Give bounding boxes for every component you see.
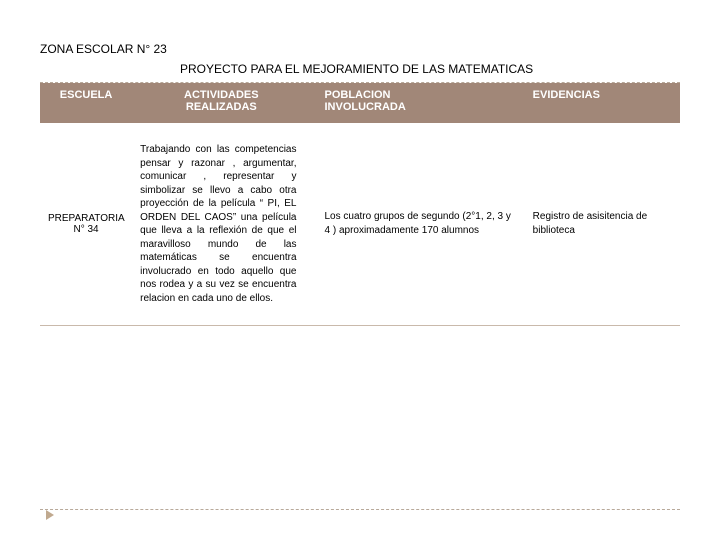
table-header-row: ESCUELA ACTIVIDADES REALIZADAS POBLACION… (40, 83, 680, 123)
col-header-evidencias: EVIDENCIAS (521, 83, 680, 123)
col-header-label: ACTIVIDADES (184, 89, 259, 101)
project-title: PROYECTO PARA EL MEJORAMIENTO DE LAS MAT… (40, 62, 680, 76)
page-flag-icon (46, 510, 54, 520)
cell-poblacion: Los cuatro grupos de segundo (2°1, 2, 3 … (311, 123, 521, 326)
cell-escuela: PREPARATORIA N° 34 (40, 123, 132, 326)
col-header-label: POBLACION (325, 89, 391, 101)
col-header-label: ESCUELA (60, 89, 113, 101)
col-header-escuela: ESCUELA (40, 83, 132, 123)
col-header-label: EVIDENCIAS (533, 89, 600, 101)
col-header-actividades: ACTIVIDADES REALIZADAS (132, 83, 310, 123)
col-header-label: REALIZADAS (186, 101, 257, 113)
cell-evidencias: Registro de asisitencia de biblioteca (521, 123, 680, 326)
cell-actividades: Trabajando con las competencias pensar y… (132, 123, 310, 326)
table-row: PREPARATORIA N° 34 Trabajando con las co… (40, 123, 680, 326)
footer-separator (40, 509, 680, 510)
zone-title: ZONA ESCOLAR N° 23 (40, 42, 680, 56)
col-header-label: INVOLUCRADA (325, 101, 406, 113)
col-header-poblacion: POBLACION INVOLUCRADA (311, 83, 521, 123)
data-table: ESCUELA ACTIVIDADES REALIZADAS POBLACION… (40, 83, 680, 326)
